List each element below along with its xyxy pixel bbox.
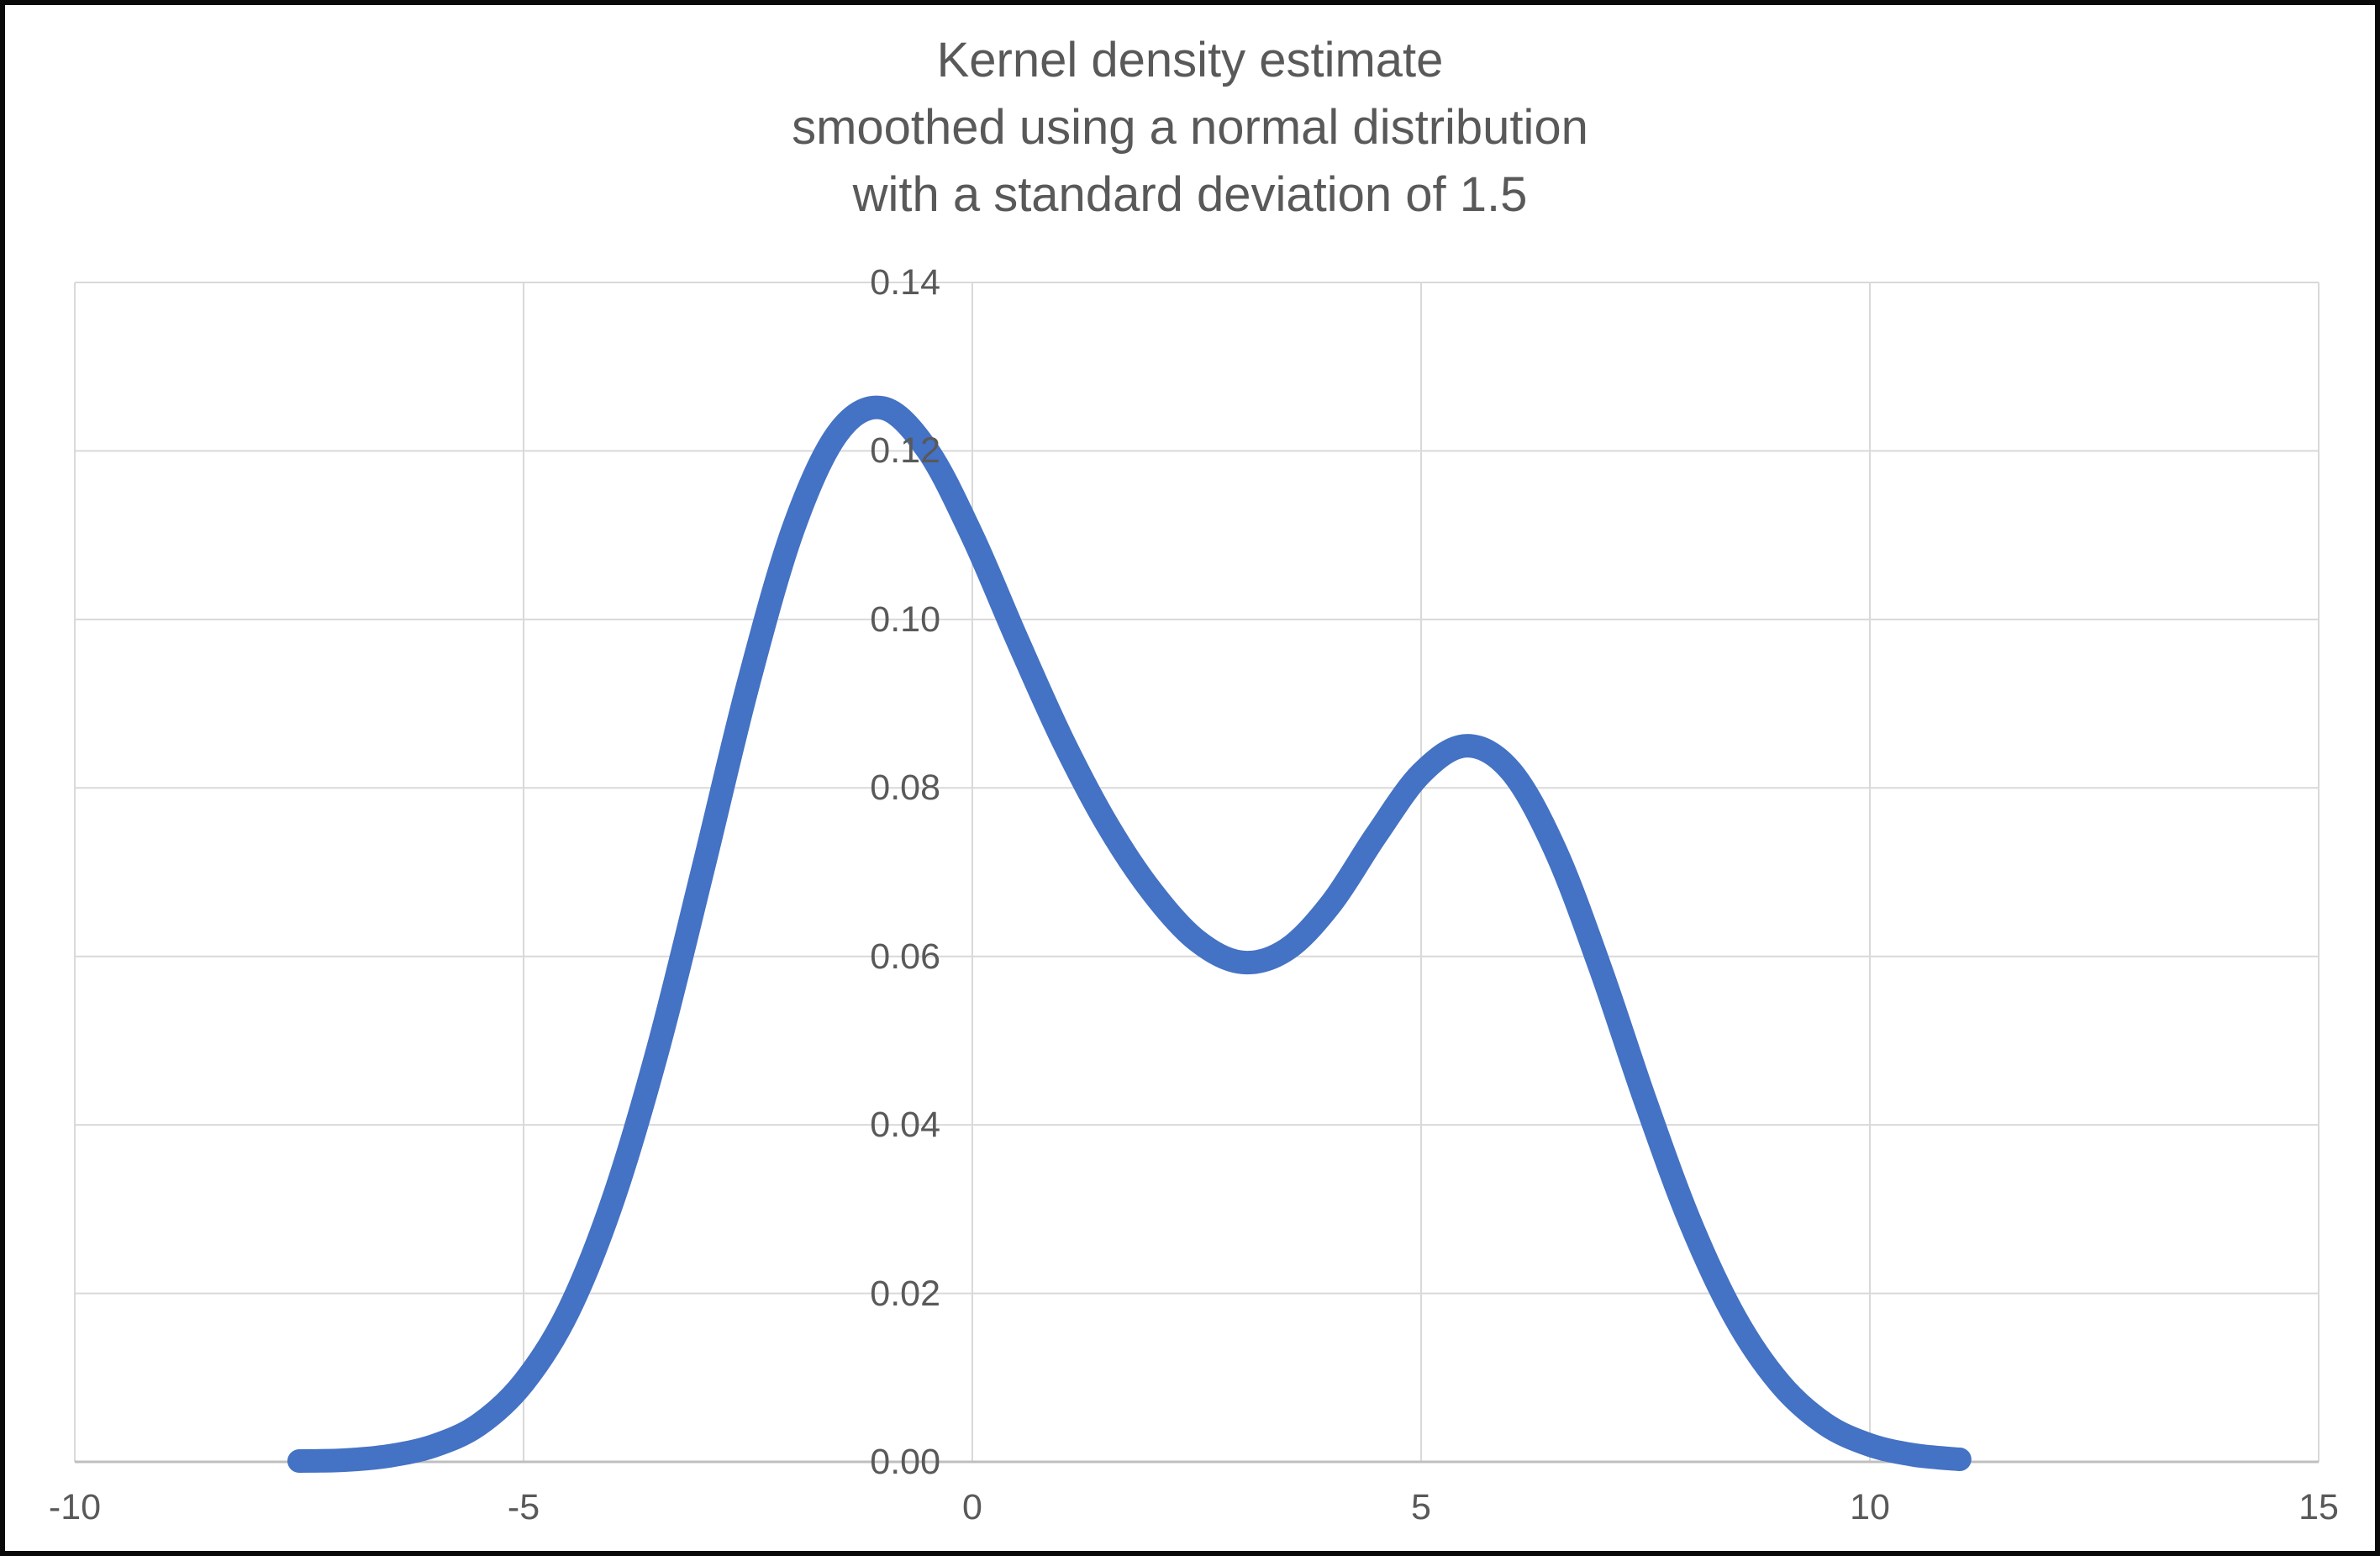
y-tick-label: 0.00 bbox=[870, 1442, 940, 1482]
y-tick-label: 0.02 bbox=[870, 1273, 940, 1314]
x-tick-label: 5 bbox=[1411, 1487, 1431, 1527]
x-tick-label: 0 bbox=[962, 1487, 982, 1527]
chart-title-line: smoothed using a normal distribution bbox=[792, 100, 1588, 155]
y-tick-label: 0.04 bbox=[870, 1105, 940, 1146]
chart-title-line: with a standard deviation of 1.5 bbox=[852, 167, 1528, 222]
y-tick-label: 0.14 bbox=[870, 262, 940, 303]
y-tick-label: 0.06 bbox=[870, 936, 940, 977]
chart-title-line: Kernel density estimate bbox=[936, 33, 1444, 87]
y-tick-label: 0.08 bbox=[870, 767, 940, 809]
x-tick-label: -5 bbox=[507, 1487, 540, 1527]
plot-area bbox=[74, 282, 2319, 1473]
series bbox=[287, 395, 1972, 1473]
y-tick-label: 0.12 bbox=[870, 430, 940, 472]
x-tick-label: 15 bbox=[2298, 1487, 2339, 1527]
gridlines bbox=[74, 282, 2319, 1462]
kde-curve-line bbox=[287, 395, 1972, 1473]
x-tick-label: 10 bbox=[1850, 1487, 1890, 1527]
chart-title: Kernel density estimate smoothed using a… bbox=[5, 27, 2375, 229]
x-tick-label: -10 bbox=[48, 1487, 102, 1527]
y-tick-label: 0.10 bbox=[870, 599, 940, 640]
